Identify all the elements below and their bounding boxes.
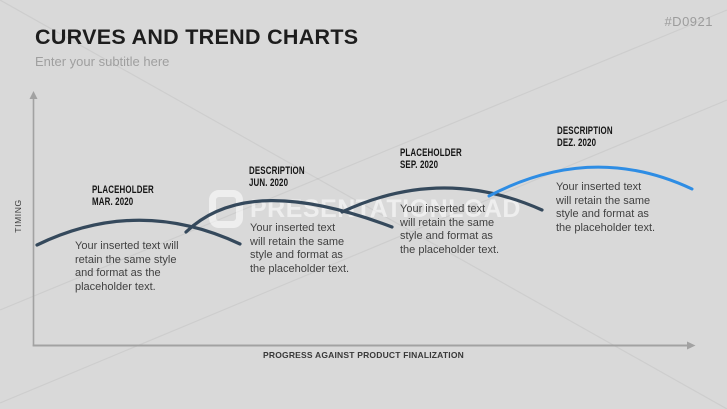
milestone-1-date: MAR. 2020 — [92, 195, 134, 208]
milestone-3-body: Your inserted text will retain the same … — [400, 203, 500, 256]
slide-title: CURVES AND TREND CHARTS — [35, 25, 359, 49]
y-axis-label: TIMING — [13, 199, 23, 233]
y-axis-arrow-icon — [29, 91, 38, 99]
milestone-2-label: DESCRIPTION JUN. 2020 — [249, 165, 305, 189]
template-id-tag: #D0921 — [664, 14, 713, 29]
milestone-2-body: Your inserted text will retain the same … — [250, 222, 350, 275]
milestone-3-date: SEP. 2020 — [400, 158, 439, 171]
milestone-3-title: PLACEHOLDER — [400, 147, 462, 159]
milestone-2-title: DESCRIPTION — [249, 165, 305, 177]
milestone-1-body: Your inserted text will retain the same … — [75, 240, 179, 293]
x-axis-arrow-icon — [687, 341, 696, 350]
milestone-4-body: Your inserted text will retain the same … — [556, 181, 656, 234]
milestone-4-date: DEZ. 2020 — [557, 136, 597, 149]
milestone-1-title: PLACEHOLDER — [92, 184, 154, 196]
milestone-2-date: JUN. 2020 — [249, 176, 289, 189]
watermark-logo-icon — [209, 190, 243, 228]
slide-subtitle: Enter your subtitle here — [35, 54, 170, 69]
milestone-3-label: PLACEHOLDER SEP. 2020 — [400, 147, 462, 171]
milestone-4-label: DESCRIPTION DEZ. 2020 — [557, 125, 613, 149]
x-axis-label: PROGRESS AGAINST PRODUCT FINALIZATION — [262, 350, 464, 360]
milestone-1-label: PLACEHOLDER MAR. 2020 — [92, 184, 154, 208]
milestone-4-title: DESCRIPTION — [557, 125, 613, 137]
